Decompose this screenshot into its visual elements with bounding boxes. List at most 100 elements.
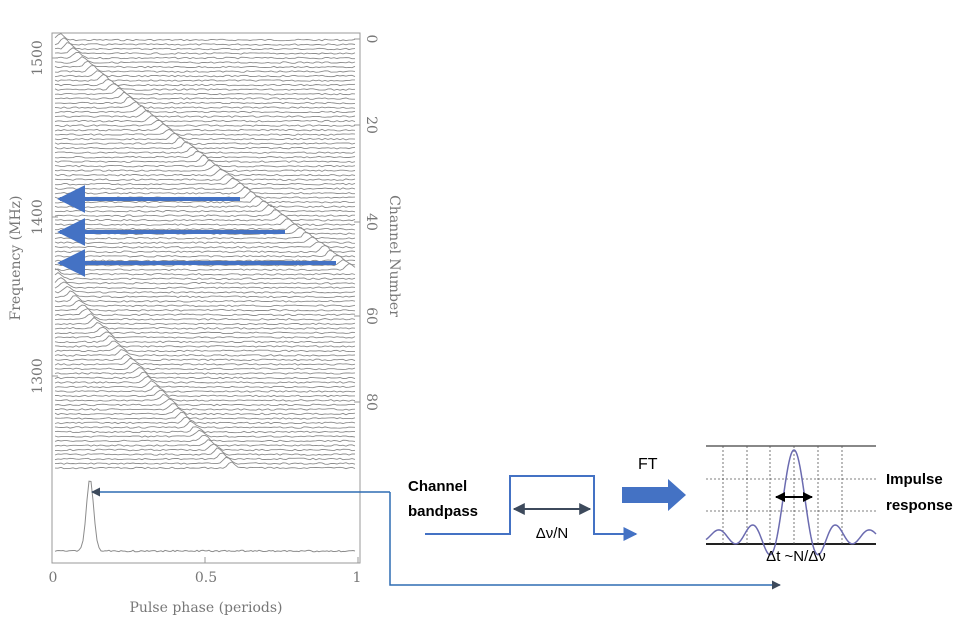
y-left-tick-1300: 1300 xyxy=(30,358,46,394)
channel-trace xyxy=(54,426,355,434)
channel-trace xyxy=(54,204,356,213)
impulse-label-line1: Impulse xyxy=(886,471,943,488)
channel-trace xyxy=(54,353,356,362)
ft-block-arrow xyxy=(622,479,686,511)
channel-trace xyxy=(54,154,356,163)
profile-connector xyxy=(91,487,781,590)
bandwidth-label: Δν/N xyxy=(536,525,569,542)
bandpass-shape xyxy=(425,475,636,535)
channel-traces xyxy=(54,33,356,470)
bandpass-label-line2: bandpass xyxy=(408,503,478,520)
channel-trace xyxy=(54,308,356,317)
y-right-tick-20: 20 xyxy=(363,116,379,134)
y-left-tick-1400: 1400 xyxy=(30,199,46,235)
impulse-response-panel: Δt ~N/Δν Impulse response xyxy=(705,445,953,565)
channel-trace xyxy=(55,443,356,452)
channel-trace xyxy=(54,33,356,42)
channel-trace xyxy=(54,100,356,109)
channel-trace xyxy=(54,87,356,96)
channel-trace xyxy=(54,389,355,398)
channel-trace xyxy=(54,123,356,132)
channel-trace xyxy=(54,119,356,127)
channel-trace xyxy=(54,164,356,172)
channel-trace xyxy=(54,268,356,276)
channel-trace xyxy=(54,439,356,447)
channel-trace xyxy=(54,398,356,407)
channel-trace xyxy=(54,349,356,357)
left-ticks xyxy=(51,38,360,563)
x-tick-0-5: 0.5 xyxy=(195,570,217,586)
channel-trace xyxy=(54,407,356,416)
channel-trace xyxy=(54,367,356,375)
channel-trace xyxy=(54,263,356,272)
channel-trace xyxy=(54,115,356,123)
channel-trace xyxy=(54,91,355,100)
channel-trace xyxy=(54,447,356,456)
channel-trace xyxy=(54,174,356,181)
channel-trace xyxy=(54,196,356,204)
y-right-tick-80: 80 xyxy=(363,393,379,411)
plot-frame xyxy=(51,32,361,564)
x-axis-label: Pulse phase (periods) xyxy=(130,600,283,616)
channel-trace xyxy=(54,231,356,240)
channel-trace xyxy=(54,128,356,136)
y-right-tick-0: 0 xyxy=(363,35,379,44)
channel-trace xyxy=(54,272,356,281)
channel-trace xyxy=(54,461,356,470)
channel-trace xyxy=(54,249,356,258)
channel-trace xyxy=(54,37,356,46)
channel-trace xyxy=(54,456,356,465)
x-tick-1: 1 xyxy=(353,570,362,586)
channel-trace xyxy=(54,160,356,168)
channel-trace xyxy=(55,403,356,411)
channel-trace xyxy=(54,295,356,303)
channel-trace xyxy=(54,452,356,461)
integrated-pulse-profile xyxy=(54,480,356,553)
channel-trace xyxy=(54,56,356,64)
channel-trace xyxy=(54,209,355,217)
channel-trace xyxy=(54,357,356,366)
channel-trace xyxy=(54,60,356,69)
channel-trace xyxy=(54,416,356,425)
channel-trace xyxy=(55,177,356,186)
y-right-tick-60: 60 xyxy=(363,307,379,325)
channel-trace xyxy=(54,136,356,145)
channel-trace xyxy=(55,299,356,308)
channel-trace xyxy=(54,434,356,443)
channel-trace xyxy=(54,326,356,335)
channel-trace xyxy=(54,168,356,177)
channel-trace xyxy=(54,304,356,312)
channel-trace xyxy=(54,132,356,141)
channel-trace xyxy=(54,321,356,330)
ft-label: FT xyxy=(638,456,658,473)
channel-trace xyxy=(54,141,356,150)
channel-trace xyxy=(54,51,355,60)
channel-trace xyxy=(54,78,356,87)
channel-trace xyxy=(54,146,356,154)
channel-trace xyxy=(54,375,356,384)
dispersion-arrows xyxy=(57,185,336,277)
channel-trace xyxy=(54,362,356,371)
channel-trace xyxy=(54,340,356,348)
bandpass-label-line1: Channel xyxy=(408,478,467,495)
channel-trace xyxy=(54,316,356,326)
channel-trace xyxy=(54,420,356,429)
channel-trace xyxy=(54,186,355,195)
channel-trace xyxy=(54,105,356,114)
channel-trace xyxy=(54,313,356,321)
channel-trace xyxy=(54,259,356,267)
channel-trace xyxy=(54,214,356,222)
channel-trace xyxy=(54,73,355,82)
channel-trace xyxy=(54,345,356,353)
channel-trace xyxy=(54,200,356,208)
channel-trace xyxy=(54,83,356,91)
x-tick-0: 0 xyxy=(49,570,58,586)
dt-label: Δt ~N/Δν xyxy=(766,548,826,565)
channel-trace xyxy=(54,255,356,263)
impulse-label-line2: response xyxy=(886,497,953,514)
fourier-transform: FT xyxy=(622,456,686,511)
channel-trace xyxy=(54,335,356,344)
channel-trace xyxy=(54,331,356,339)
waterfall-plot: 1500 1400 1300 Frequency (MHz) 0 20 40 6… xyxy=(8,32,402,616)
